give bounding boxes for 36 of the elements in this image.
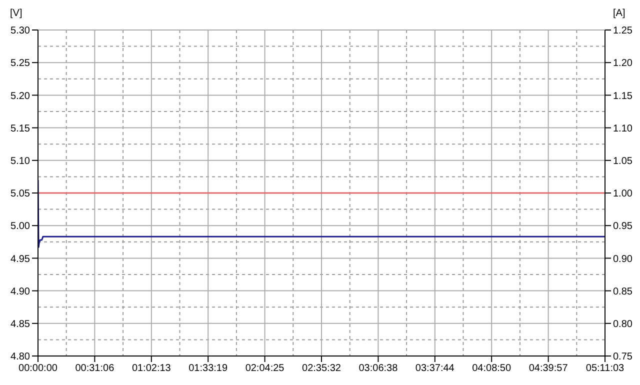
x-tick-label: 05:11:03 <box>586 363 625 374</box>
y2-tick-label: 1.15 <box>613 90 633 102</box>
y2-tick-label: 1.10 <box>613 123 633 134</box>
x-tick-label: 03:06:38 <box>358 363 398 374</box>
y2-tick-label: 1.25 <box>613 26 633 37</box>
y2-axis-title: [A] <box>613 8 626 19</box>
y2-tick-label: 1.05 <box>613 156 633 167</box>
y-tick-label: 5.00 <box>10 221 30 232</box>
x-tick-label: 01:33:19 <box>188 363 228 374</box>
y2-tick-label: 0.80 <box>613 318 633 330</box>
x-tick-label: 02:35:32 <box>302 363 342 374</box>
y-tick-label: 4.85 <box>10 318 30 330</box>
y2-tick-label: 1.20 <box>613 58 633 70</box>
x-tick-label: 04:39:57 <box>528 363 568 374</box>
x-tick-label: 02:04:25 <box>245 363 285 374</box>
y-tick-label: 5.25 <box>10 58 30 70</box>
x-tick-label: 04:08:50 <box>472 363 512 374</box>
x-tick-label: 03:37:44 <box>415 363 455 374</box>
y2-tick-label: 0.95 <box>613 221 633 232</box>
y-tick-label: 5.05 <box>10 188 30 200</box>
y2-tick-label: 0.75 <box>613 352 633 363</box>
y2-tick-label: 0.85 <box>613 286 633 298</box>
y-tick-label: 4.90 <box>10 286 30 298</box>
x-tick-label: 00:00:00 <box>18 363 58 374</box>
y-tick-label: 4.95 <box>10 254 30 265</box>
x-tick-label: 01:02:13 <box>132 363 172 374</box>
y-tick-label: 4.80 <box>10 352 30 363</box>
line-series <box>38 179 605 248</box>
y2-tick-label: 0.90 <box>613 254 633 265</box>
y-tick-label: 5.20 <box>10 90 30 102</box>
y-axis-title: [V] <box>10 8 22 19</box>
y2-tick-label: 1.00 <box>613 188 633 200</box>
y-tick-label: 5.10 <box>10 156 30 167</box>
x-tick-label: 00:31:06 <box>75 363 115 374</box>
y-tick-label: 5.15 <box>10 123 30 134</box>
y-tick-label: 5.30 <box>10 26 30 37</box>
